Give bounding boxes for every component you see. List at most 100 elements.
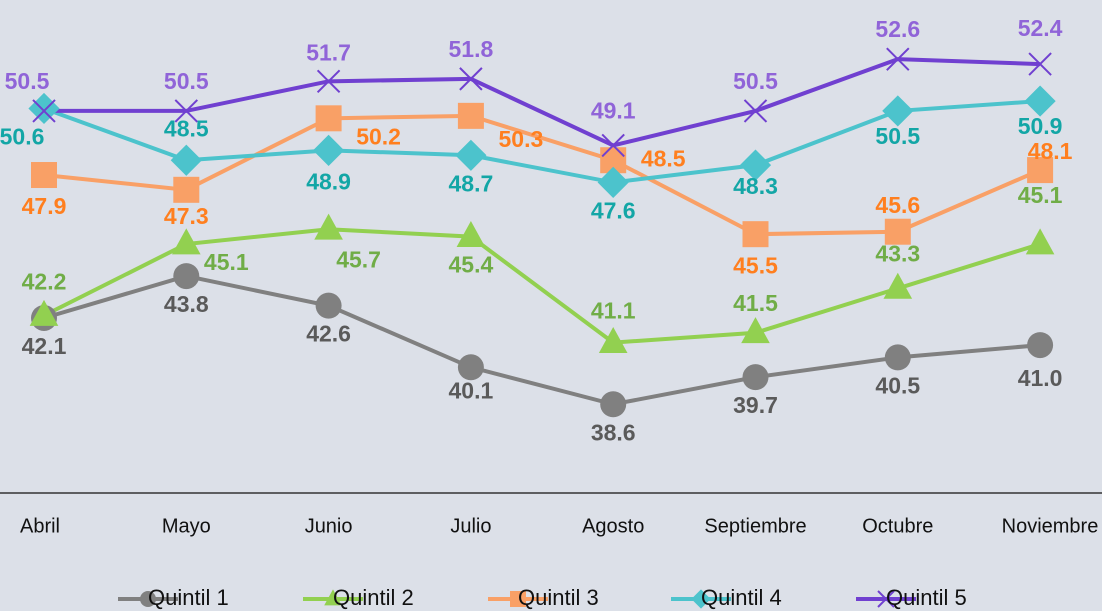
data-label: 39.7	[733, 392, 778, 418]
point	[324, 589, 342, 606]
data-label: 50.5	[5, 68, 50, 94]
x-tick-label: Mayo	[162, 515, 211, 537]
point	[884, 218, 911, 245]
data-label: 41.0	[1018, 365, 1063, 391]
point	[173, 176, 200, 203]
legend-label: Quintil 4	[701, 585, 782, 610]
data-label: 51.7	[306, 39, 351, 65]
point	[1024, 85, 1056, 117]
series-line	[43, 113, 1041, 237]
point	[510, 591, 526, 607]
point	[456, 221, 486, 248]
point	[742, 221, 769, 248]
legend-item: Quintil 1	[118, 585, 229, 610]
point	[457, 354, 484, 381]
series-line	[43, 227, 1041, 345]
point	[174, 99, 199, 123]
data-label: 47.3	[164, 203, 209, 229]
data-label: 42.2	[22, 269, 67, 295]
point	[691, 589, 711, 609]
point	[882, 95, 914, 127]
data-label: 41.5	[733, 290, 778, 316]
x-tick-label: Noviembre	[1002, 515, 1099, 537]
data-label: 42.1	[22, 333, 67, 359]
legend-item: Quintil 4	[671, 585, 782, 610]
point	[742, 364, 769, 391]
point	[457, 102, 484, 129]
data-label: 45.5	[733, 252, 778, 278]
point	[315, 105, 342, 132]
data-label: 48.5	[641, 145, 686, 171]
data-label: 52.4	[1018, 15, 1063, 41]
legend-label: Quintil 5	[886, 585, 967, 610]
point	[140, 591, 156, 607]
point	[32, 99, 56, 123]
point	[459, 67, 483, 91]
point	[886, 47, 910, 71]
point	[600, 391, 627, 418]
data-label: 47.6	[591, 197, 636, 223]
legend-item: Quintil 3	[488, 585, 599, 610]
data-label: 45.4	[449, 252, 494, 278]
point	[884, 344, 911, 371]
data-label: 50.5	[875, 123, 920, 149]
point	[316, 69, 341, 94]
data-label: 43.8	[164, 291, 209, 317]
data-label: 50.5	[733, 68, 778, 94]
point	[172, 228, 201, 255]
legend-label: Quintil 1	[148, 585, 229, 610]
x-tick-label: Abril	[20, 515, 60, 537]
data-label: 45.7	[336, 246, 381, 272]
x-tick-label: Junio	[305, 515, 353, 537]
x-tick-label: Septiembre	[704, 515, 806, 537]
legend-label: Quintil 3	[518, 585, 599, 610]
point	[877, 590, 895, 608]
point	[173, 263, 200, 290]
data-label: 45.6	[875, 192, 920, 218]
legend-item: Quintil 2	[303, 585, 414, 610]
point	[1027, 332, 1054, 359]
data-label: 41.1	[591, 298, 636, 324]
data-label: 50.9	[1018, 113, 1063, 139]
point	[601, 133, 625, 158]
point	[29, 299, 59, 326]
data-label: 51.8	[449, 36, 494, 62]
point	[28, 92, 60, 125]
point	[1025, 228, 1055, 255]
data-label: 45.1	[1018, 182, 1063, 208]
point	[741, 317, 770, 344]
series-line	[44, 57, 1041, 148]
point	[31, 162, 57, 189]
data-label: 52.6	[875, 16, 920, 42]
legend-item: Quintil 5	[856, 585, 967, 610]
data-label: 48.3	[733, 173, 778, 199]
data-label: 48.1	[1028, 138, 1073, 164]
point	[883, 272, 913, 299]
point	[1028, 52, 1052, 76]
point	[455, 139, 487, 171]
x-tick-label: Julio	[450, 515, 491, 537]
point	[597, 166, 629, 199]
data-label: 48.7	[449, 170, 494, 196]
data-label: 47.9	[22, 193, 67, 219]
data-label: 45.1	[204, 249, 249, 275]
point	[313, 134, 345, 166]
data-label: 49.1	[591, 98, 636, 124]
data-label: 40.5	[875, 373, 920, 399]
data-label: 50.6	[0, 124, 44, 150]
data-label: 43.3	[875, 240, 920, 266]
data-label: 48.9	[306, 168, 351, 194]
point	[314, 213, 343, 240]
data-label: 38.6	[591, 419, 636, 445]
data-label: 50.2	[356, 123, 401, 149]
series-line	[43, 274, 1041, 407]
legend-label: Quintil 2	[333, 585, 414, 610]
x-tick-label: Agosto	[582, 515, 644, 537]
point	[739, 149, 772, 181]
data-label: 50.5	[164, 68, 209, 94]
data-label: 50.3	[499, 126, 544, 152]
x-tick-label: Octubre	[862, 515, 933, 537]
data-label: 48.5	[164, 115, 209, 141]
point	[1027, 157, 1054, 184]
